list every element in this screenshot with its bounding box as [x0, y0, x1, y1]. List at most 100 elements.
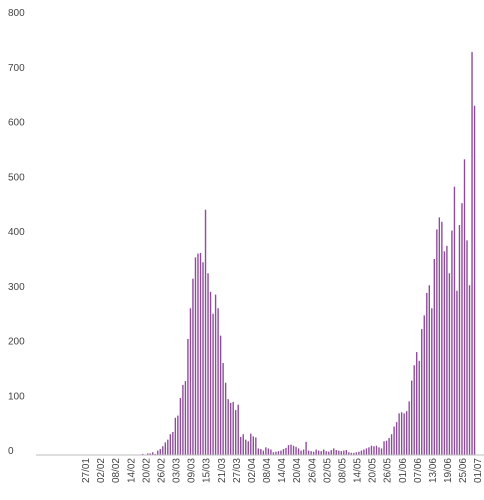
x-tick-label: 02/02	[96, 458, 107, 483]
bar	[159, 448, 161, 455]
bar	[418, 360, 420, 455]
y-tick-label: 500	[8, 172, 25, 183]
bar	[473, 105, 476, 455]
bar	[219, 335, 222, 455]
bar	[277, 451, 280, 455]
bar	[345, 450, 348, 455]
bar	[395, 422, 398, 455]
bar	[400, 412, 403, 455]
bar	[257, 448, 260, 455]
x-tick-label: 26/04	[307, 458, 318, 483]
bar	[214, 294, 217, 455]
bar	[317, 450, 320, 455]
x-tick-label: 20/02	[141, 458, 152, 483]
x-tick-label: 15/03	[202, 458, 213, 483]
x-tick-label: 26/02	[156, 458, 167, 483]
bar	[307, 450, 310, 455]
bar	[285, 447, 287, 455]
bar	[194, 257, 197, 455]
bar	[453, 186, 456, 455]
bar	[252, 436, 254, 455]
bar	[380, 448, 383, 455]
bar	[413, 365, 415, 455]
y-tick-label: 0	[8, 446, 14, 457]
bar	[189, 308, 192, 455]
bar	[270, 449, 272, 455]
bar	[247, 441, 249, 455]
x-tick-label: 14/05	[353, 458, 364, 483]
x-tick-label: 02/05	[322, 458, 333, 483]
bar	[398, 413, 400, 455]
bar	[423, 315, 425, 455]
bar	[232, 401, 234, 455]
bar	[255, 437, 257, 455]
bar	[222, 363, 224, 455]
x-tick-label: 01/07	[473, 458, 484, 483]
bar	[456, 290, 458, 455]
bar	[177, 415, 179, 455]
bar	[267, 448, 270, 455]
bar	[433, 259, 436, 455]
bar	[431, 308, 433, 455]
bar	[287, 445, 290, 455]
bar	[405, 411, 408, 455]
bar	[468, 285, 471, 455]
bar	[235, 410, 237, 455]
bar	[207, 273, 209, 455]
bar	[157, 450, 159, 455]
x-tick-label: 27/01	[81, 458, 92, 483]
bar	[363, 449, 365, 455]
x-axis: 27/01 02/02 08/02 14/02 20/02 26/02 03/03 09/03…	[81, 458, 484, 483]
bar	[471, 52, 473, 455]
x-tick-label: 25/06	[458, 458, 469, 483]
bar	[167, 439, 169, 455]
bar	[174, 417, 177, 455]
bar	[340, 451, 342, 455]
bar	[338, 450, 340, 455]
x-tick-label: 09/03	[187, 458, 198, 483]
bar	[368, 447, 370, 455]
x-tick-label: 14/02	[126, 458, 137, 483]
bars	[139, 52, 476, 456]
bar	[310, 451, 312, 455]
bar	[242, 434, 244, 455]
bar	[312, 451, 315, 455]
x-tick-label: 27/03	[232, 458, 243, 483]
bar	[436, 229, 438, 455]
bar	[212, 313, 214, 455]
y-axis: 0 100 200 300 400 500 600 700 800	[8, 8, 25, 457]
bar	[333, 448, 335, 455]
bar	[461, 203, 463, 455]
bar	[260, 448, 262, 455]
x-tick-label: 07/06	[413, 458, 424, 483]
bar	[385, 440, 388, 455]
bar	[179, 398, 182, 455]
bar	[328, 451, 330, 455]
x-tick-label: 08/04	[262, 458, 273, 483]
bar	[426, 292, 428, 455]
bar	[370, 445, 373, 455]
bar	[182, 384, 184, 455]
bar	[383, 441, 385, 455]
bar	[162, 446, 164, 455]
bar	[229, 402, 232, 455]
bar	[209, 291, 212, 455]
bar	[348, 452, 350, 455]
x-tick-label: 03/03	[172, 458, 183, 483]
bar	[390, 434, 393, 455]
y-tick-label: 600	[8, 118, 25, 129]
bar	[262, 450, 265, 455]
bar	[250, 433, 252, 455]
bar	[202, 262, 204, 455]
bar	[149, 453, 151, 455]
bar	[300, 450, 302, 455]
bar	[282, 448, 285, 455]
bar	[443, 251, 446, 455]
bar	[466, 240, 468, 455]
bar	[320, 451, 322, 455]
bar	[438, 217, 441, 455]
bar	[365, 448, 368, 455]
bar	[416, 352, 418, 455]
x-tick-label: 02/04	[247, 458, 258, 483]
bar	[448, 273, 451, 455]
